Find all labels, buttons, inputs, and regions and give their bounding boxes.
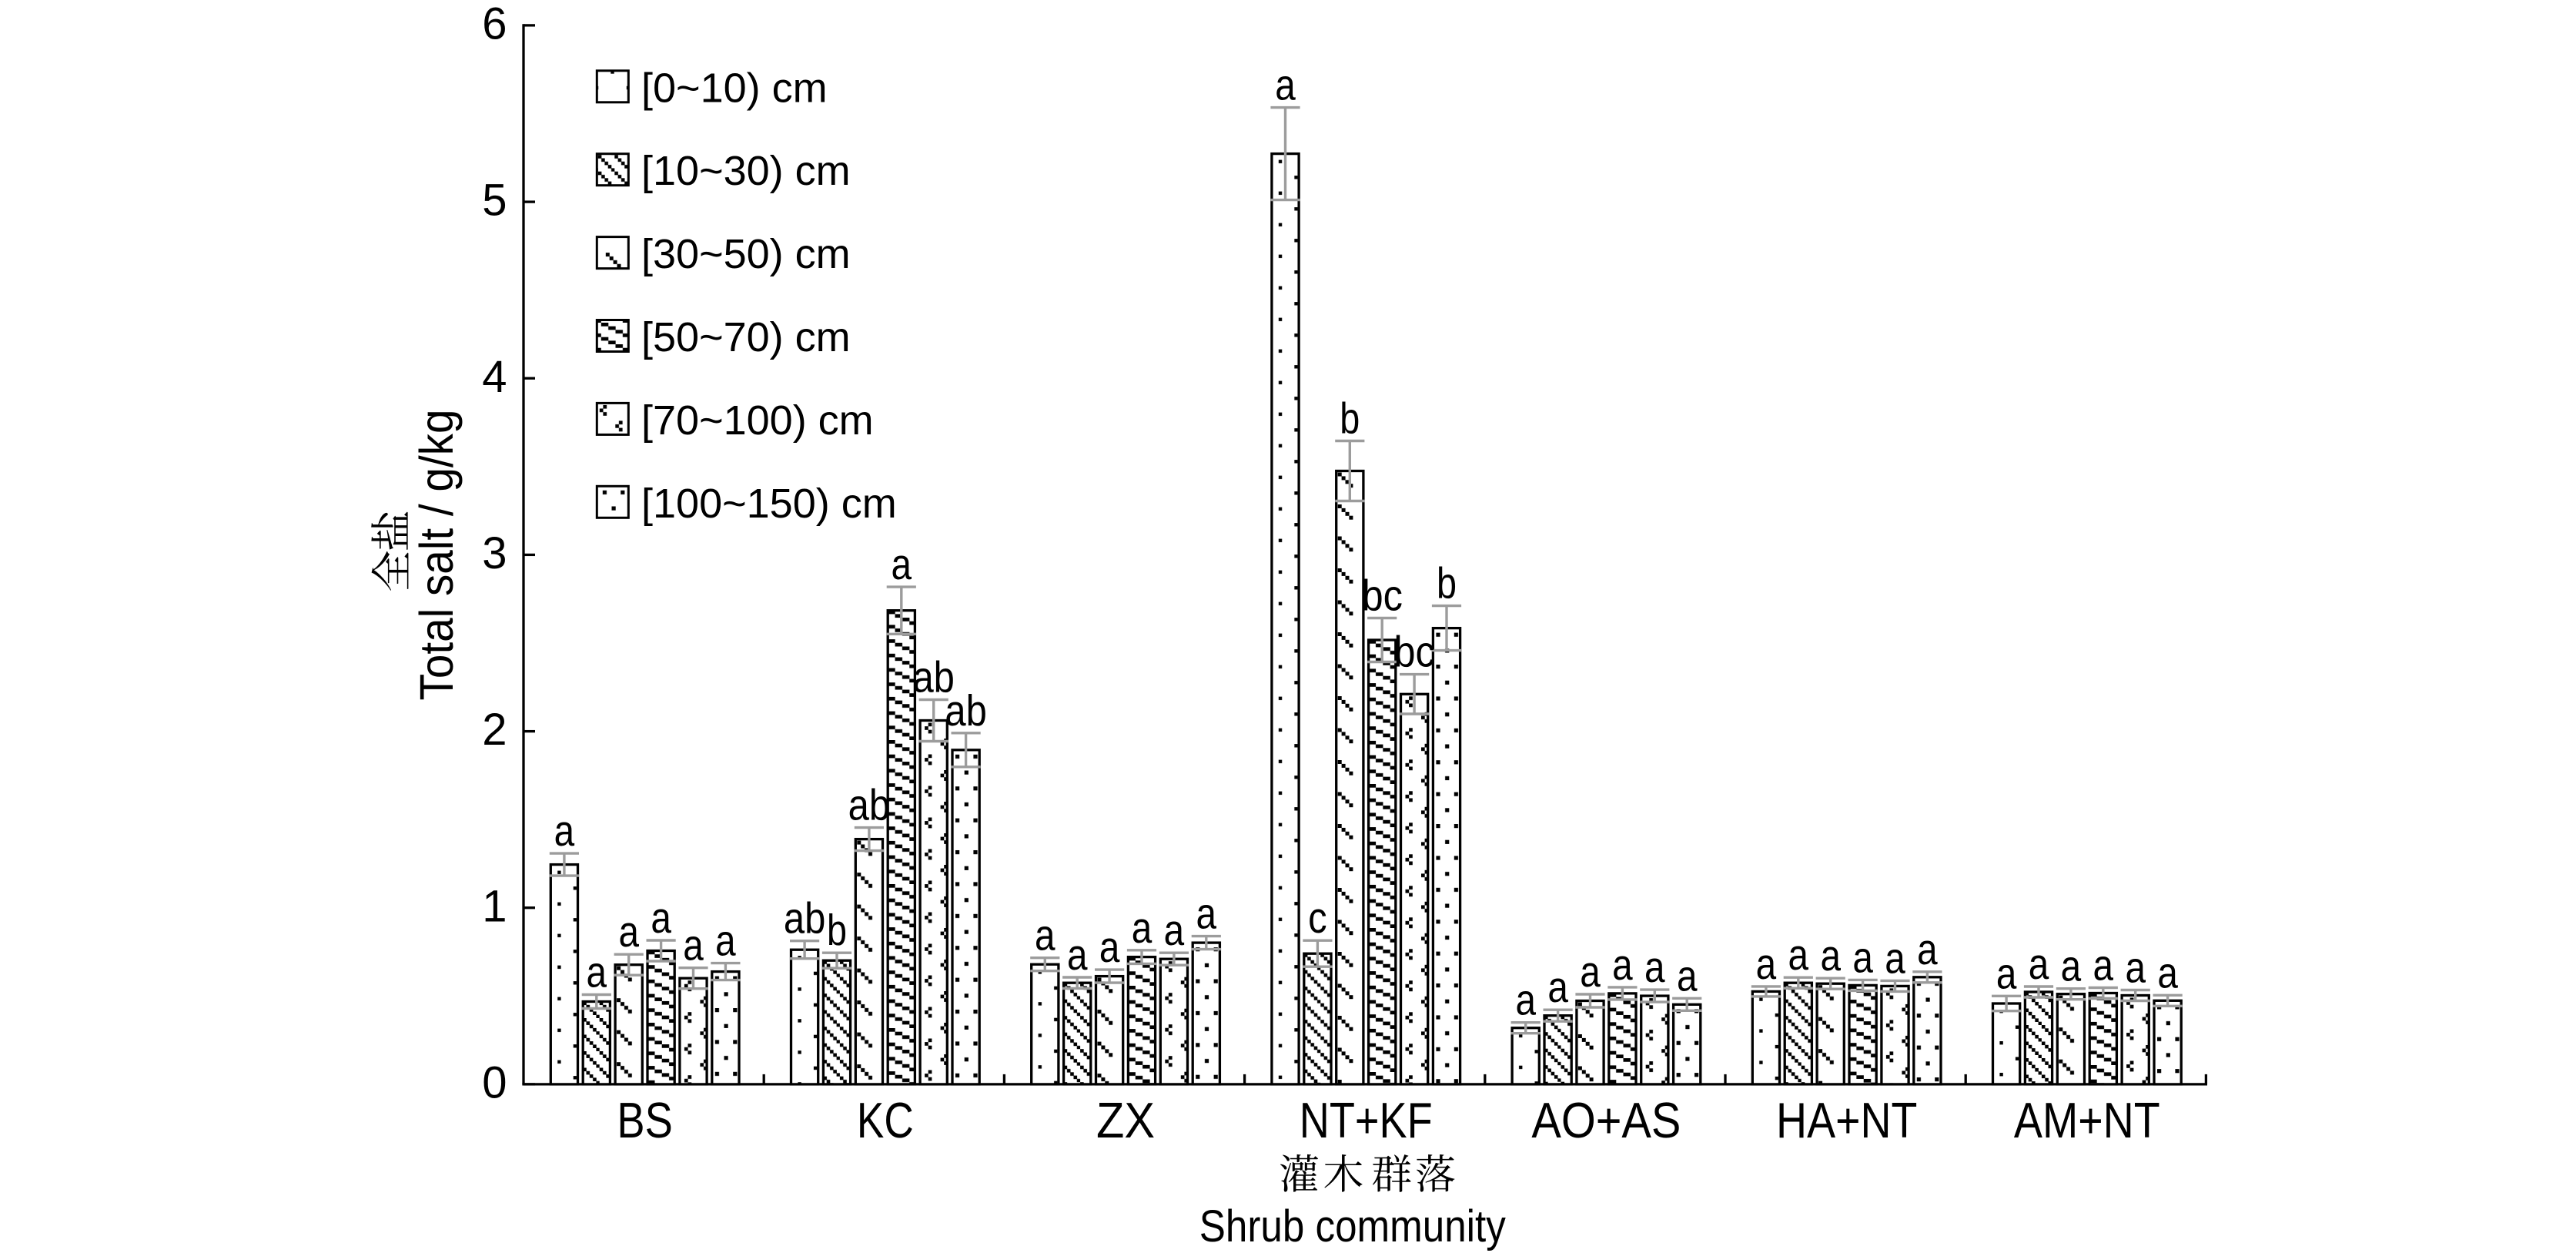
svg-text:KC: KC (857, 1092, 914, 1148)
svg-text:a: a (587, 948, 607, 997)
svg-text:b: b (827, 906, 847, 955)
svg-text:a: a (2061, 942, 2082, 991)
svg-text:a: a (892, 540, 912, 589)
svg-text:[30~50) cm: [30~50) cm (641, 231, 851, 277)
svg-text:[10~30) cm: [10~30) cm (641, 148, 851, 194)
svg-text:2: 2 (482, 705, 507, 755)
svg-text:a: a (683, 921, 704, 970)
svg-text:bc: bc (1361, 571, 1403, 621)
svg-text:a: a (1756, 940, 1777, 989)
svg-text:b: b (1437, 559, 1457, 608)
svg-text:a: a (715, 916, 736, 966)
svg-text:Shrub community: Shrub community (1199, 1201, 1506, 1251)
svg-text:ZX: ZX (1096, 1092, 1155, 1148)
svg-text:AO+AS: AO+AS (1531, 1092, 1681, 1148)
svg-text:[70~100) cm: [70~100) cm (641, 397, 874, 444)
svg-text:a: a (1820, 931, 1841, 980)
svg-text:a: a (651, 893, 671, 943)
svg-text:a: a (2157, 948, 2178, 997)
svg-text:a: a (1035, 911, 1055, 960)
svg-text:a: a (1852, 933, 1873, 982)
svg-text:1: 1 (482, 881, 507, 931)
svg-text:a: a (1677, 951, 1698, 1000)
svg-text:a: a (2093, 941, 2114, 990)
svg-text:5: 5 (482, 176, 507, 226)
svg-text:a: a (1164, 906, 1185, 955)
svg-text:a: a (1580, 947, 1601, 997)
svg-text:a: a (554, 806, 575, 856)
svg-text:a: a (1132, 903, 1153, 953)
svg-text:BS: BS (617, 1092, 672, 1148)
svg-text:NT+KF: NT+KF (1300, 1092, 1433, 1148)
svg-text:Total salt / g/kg: Total salt / g/kg (410, 410, 463, 701)
svg-text:[100~150) cm: [100~150) cm (641, 481, 897, 527)
svg-text:a: a (1515, 976, 1536, 1025)
svg-text:3: 3 (482, 528, 507, 578)
svg-text:a: a (1917, 925, 1938, 974)
svg-text:[50~70) cm: [50~70) cm (641, 314, 851, 360)
svg-text:a: a (2125, 943, 2146, 993)
svg-text:bc: bc (1393, 628, 1435, 677)
svg-text:a: a (1196, 889, 1217, 939)
svg-text:HA+NT: HA+NT (1776, 1092, 1917, 1148)
svg-text:a: a (1612, 940, 1633, 990)
svg-text:[0~10) cm: [0~10) cm (641, 65, 828, 111)
svg-text:a: a (1996, 949, 2017, 998)
svg-text:a: a (1788, 930, 1809, 980)
svg-text:ab: ab (784, 894, 826, 943)
svg-text:AM+NT: AM+NT (2014, 1092, 2160, 1148)
svg-text:a: a (2029, 940, 2049, 989)
svg-text:ab: ab (848, 781, 891, 830)
svg-text:c: c (1308, 893, 1327, 943)
svg-text:ab: ab (945, 686, 987, 735)
svg-text:6: 6 (482, 0, 507, 49)
svg-text:ab: ab (912, 653, 955, 702)
svg-text:a: a (1099, 923, 1120, 972)
svg-text:a: a (618, 907, 639, 957)
svg-text:a: a (1067, 930, 1088, 980)
svg-text:a: a (1275, 61, 1296, 110)
svg-text:4: 4 (482, 352, 507, 402)
svg-text:a: a (1644, 943, 1665, 992)
svg-text:0: 0 (482, 1058, 507, 1108)
svg-text:a: a (1547, 963, 1568, 1012)
svg-text:a: a (1885, 933, 1905, 983)
svg-text:b: b (1340, 394, 1360, 444)
